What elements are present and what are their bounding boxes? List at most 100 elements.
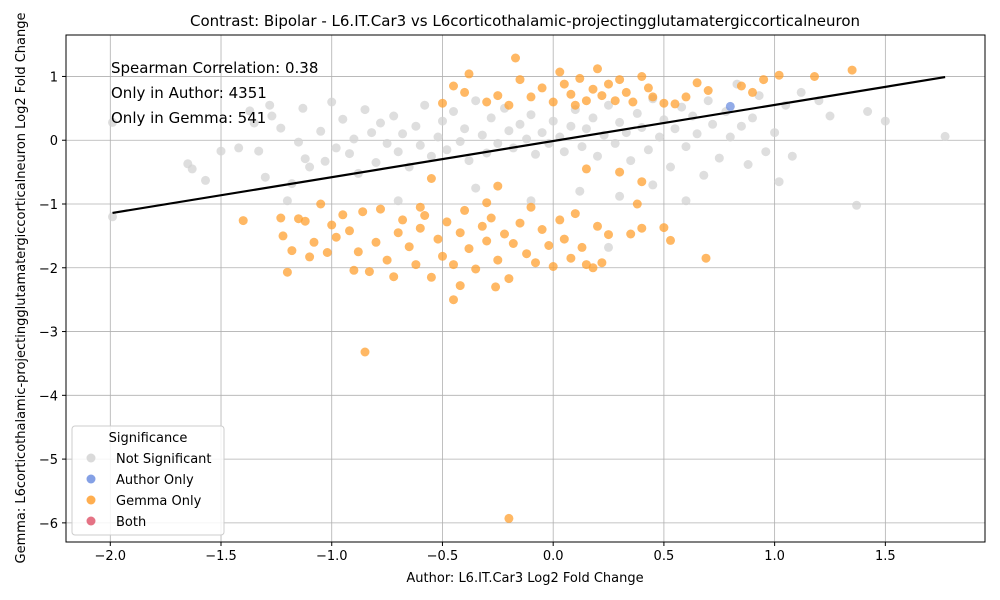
y-tick-label: −2 — [39, 262, 58, 277]
point-gemma-only — [701, 253, 711, 263]
point-not-significant — [486, 113, 496, 123]
point-not-significant — [531, 149, 540, 159]
point-not-significant — [216, 146, 226, 156]
point-not-significant — [643, 145, 653, 155]
y-tick-label: 1 — [50, 70, 58, 85]
y-tick-label: 0 — [50, 134, 58, 149]
point-gemma-only — [464, 69, 474, 79]
point-gemma-only — [415, 202, 425, 212]
point-gemma-only — [648, 92, 658, 102]
point-not-significant — [471, 96, 481, 106]
point-gemma-only — [504, 100, 514, 110]
x-tick-label: 0.0 — [543, 549, 564, 564]
point-not-significant — [575, 186, 585, 196]
legend: Significance Not Significant Author Only G… — [71, 425, 225, 536]
point-gemma-only — [438, 98, 447, 108]
point-not-significant — [880, 116, 890, 126]
point-gemma-only — [376, 204, 385, 214]
point-gemma-only — [588, 84, 598, 94]
point-gemma-only — [531, 258, 540, 268]
point-gemma-only — [593, 64, 602, 74]
point-not-significant — [455, 137, 465, 146]
x-axis-label: Author: L6.IT.Car3 Log2 Fold Change — [406, 571, 643, 586]
x-tick-label: −1.0 — [316, 549, 348, 564]
legend-marker-gemma-only — [86, 495, 96, 505]
point-not-significant — [692, 129, 702, 139]
point-gemma-only — [637, 223, 647, 233]
legend-entries: Not Significant Author Only Gemma Only Both — [86, 452, 212, 530]
point-gemma-only — [559, 79, 569, 89]
point-gemma-only — [748, 87, 757, 97]
point-gemma-only — [548, 262, 558, 271]
point-not-significant — [464, 156, 474, 166]
point-not-significant — [260, 172, 270, 182]
regression-line — [112, 76, 946, 215]
point-not-significant — [300, 154, 310, 164]
point-gemma-only — [486, 213, 496, 223]
point-gemma-only — [615, 167, 625, 177]
point-not-significant — [725, 132, 735, 142]
point-gemma-only — [358, 207, 368, 217]
point-not-significant — [515, 119, 525, 129]
axis-ticks: −2.0 −1.5 −1.0 −0.5 0.0 0.5 1.0 1.5 1 0 −1 −2 −3 −4 −5… — [39, 70, 896, 564]
x-tick-label: −2.0 — [95, 549, 127, 564]
point-not-significant — [327, 97, 337, 107]
point-not-significant — [743, 160, 753, 169]
point-gemma-only — [331, 232, 341, 242]
point-not-significant — [863, 107, 873, 116]
point-gemma-only — [555, 215, 565, 225]
point-gemma-only — [566, 89, 576, 99]
point-gemma-only — [420, 211, 430, 220]
point-not-significant — [526, 196, 536, 206]
point-not-significant — [626, 156, 636, 166]
point-not-significant — [666, 162, 675, 172]
point-gemma-only — [300, 216, 310, 226]
point-not-significant — [438, 116, 447, 126]
point-gemma-only — [464, 244, 474, 254]
point-not-significant — [382, 138, 392, 148]
point-not-significant — [345, 149, 354, 159]
point-not-significant — [316, 126, 326, 136]
point-gemma-only — [338, 210, 348, 220]
point-not-significant — [681, 196, 691, 206]
point-gemma-only — [577, 242, 587, 252]
point-gemma-only — [593, 221, 602, 231]
point-not-significant — [593, 151, 602, 161]
point-not-significant — [852, 200, 862, 210]
point-gemma-only — [670, 99, 680, 109]
point-gemma-only — [515, 218, 525, 228]
point-gemma-only — [426, 174, 436, 183]
point-not-significant — [393, 147, 403, 157]
point-not-significant — [610, 138, 620, 148]
point-gemma-only — [305, 252, 315, 262]
legend-title: Significance — [109, 431, 188, 446]
point-not-significant — [338, 114, 348, 124]
point-gemma-only — [626, 229, 636, 239]
point-not-significant — [670, 124, 680, 134]
point-not-significant — [703, 96, 713, 106]
point-not-significant — [371, 158, 381, 167]
point-not-significant — [699, 170, 709, 180]
point-not-significant — [504, 126, 514, 136]
point-not-significant — [442, 145, 452, 155]
point-not-significant — [282, 196, 292, 206]
stats-annotations: Spearman Correlation: 0.38 Only in Autho… — [111, 59, 318, 127]
point-gemma-only — [610, 96, 620, 106]
point-gemma-only — [575, 73, 585, 83]
point-not-significant — [305, 162, 315, 172]
point-gemma-only — [278, 231, 288, 241]
point-not-significant — [411, 121, 421, 131]
point-not-significant — [267, 111, 277, 121]
point-not-significant — [187, 164, 197, 174]
point-gemma-only — [364, 267, 374, 277]
point-gemma-only — [570, 209, 580, 219]
point-gemma-only — [621, 87, 631, 97]
point-gemma-only — [637, 72, 647, 81]
point-gemma-only — [493, 255, 503, 265]
point-gemma-only — [411, 260, 421, 270]
point-gemma-only — [493, 91, 503, 101]
point-gemma-only — [276, 213, 286, 223]
annotation-author-only: Only in Author: 4351 — [111, 84, 267, 102]
point-gemma-only — [537, 225, 547, 234]
point-not-significant — [774, 177, 784, 187]
